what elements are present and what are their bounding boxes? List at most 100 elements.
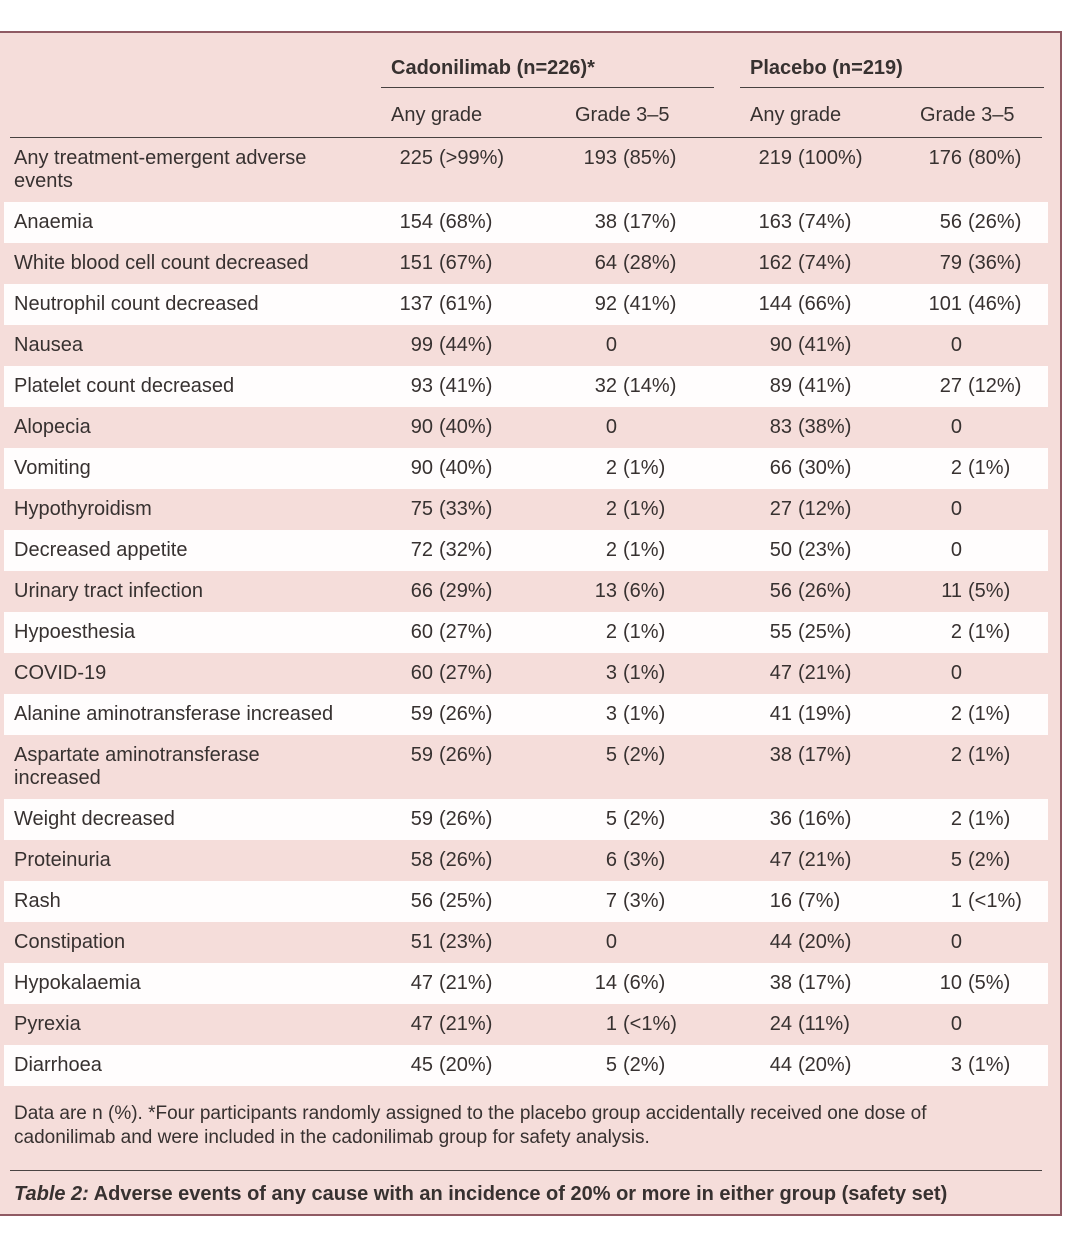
row-label: Diarrhoea [14,1054,102,1076]
count-value: 5 [605,808,617,830]
percent-value: (1%) [623,662,666,684]
row-value: 0 [910,498,1048,521]
percent-value: (5%) [968,580,1011,602]
row-value: 47 (21%) [740,662,910,685]
row-value: 55 (25%) [740,621,910,644]
row-value: 154 (68%) [381,211,565,234]
percent-value: (20%) [798,1054,852,1076]
row-label: White blood cell count decreased [14,252,309,274]
percent-value: (41%) [439,375,493,397]
percent-value: (7%) [798,890,841,912]
percent-value: (1%) [623,539,666,561]
row-value: 32 (14%) [565,375,740,398]
percent-value: (85%) [623,147,677,169]
count-value: 2 [950,808,962,830]
percent-value: (29%) [439,580,493,602]
table-row: Proteinuria 58 (26%) 6 (3%) 47 (21%) 5 (2%) [4,840,1048,881]
count-value: 66 [410,580,433,602]
row-value: 44 (20%) [740,1054,910,1077]
table-row: Urinary tract infection 66 (29%) 13 (6%) 56 (2… [4,571,1048,612]
row-value: 5 (2%) [565,808,740,831]
count-value: 2 [605,539,617,561]
table-caption: Table 2: Adverse events of any cause wit… [4,1171,1048,1206]
count-value: 89 [769,375,792,397]
percent-value: (30%) [798,457,852,479]
row-value: 193 (85%) [565,147,740,170]
row-value: 0 [565,334,740,357]
count-value: 1 [605,1013,617,1035]
percent-value: (27%) [439,662,493,684]
row-value: 176 (80%) [910,147,1048,170]
row-value: 90 (41%) [740,334,910,357]
count-value: 0 [950,498,962,520]
count-value: 47 [769,662,792,684]
row-value: 0 [910,1013,1048,1036]
percent-value: (2%) [968,849,1011,871]
row-label: Aspartate aminotransferase increased [14,744,260,789]
percent-value: (46%) [968,293,1022,315]
count-value: 90 [769,334,792,356]
table-row: Constipation 51 (23%) 0 44 (20%) 0 [4,922,1048,963]
group-header-placebo: Placebo (n=219) [740,57,1044,88]
count-value: 79 [939,252,962,274]
row-value: 1 (<1%) [565,1013,740,1036]
count-value: 3 [605,703,617,725]
count-value: 1 [950,890,962,912]
count-value: 193 [583,147,617,169]
count-value: 225 [399,147,433,169]
row-label: Any treatment-emergent adverse events [14,147,307,192]
group-header-cadonilimab: Cadonilimab (n=226)* [381,57,714,88]
percent-value: (1%) [968,621,1011,643]
subheader-any-grade-2: Any grade [750,104,842,126]
percent-value: (74%) [798,252,852,274]
row-value: 3 (1%) [910,1054,1048,1077]
count-value: 0 [950,1013,962,1035]
row-value: 13 (6%) [565,580,740,603]
count-value: 59 [410,808,433,830]
percent-value: (26%) [439,703,493,725]
row-value: 3 (1%) [565,662,740,685]
table-row: Neutrophil count decreased 137 (61%) 92 (41%… [4,284,1048,325]
row-label: Urinary tract infection [14,580,203,602]
count-value: 154 [399,211,433,233]
row-value: 2 (1%) [910,744,1048,767]
row-value: 45 (20%) [381,1054,565,1077]
count-value: 137 [399,293,433,315]
subheader-grade35-2: Grade 3–5 [920,104,1015,126]
count-value: 38 [594,211,617,233]
percent-value: (1%) [968,808,1011,830]
count-value: 59 [410,744,433,766]
row-value: 2 (1%) [910,808,1048,831]
panel-inner: Cadonilimab (n=226)* Placebo (n=219) Any… [0,33,1060,1206]
percent-value: (5%) [968,972,1011,994]
count-value: 59 [410,703,433,725]
count-value: 144 [758,293,792,315]
percent-value: (14%) [623,375,677,397]
row-value: 2 (1%) [910,621,1048,644]
row-label: Proteinuria [14,849,111,871]
row-label: Pyrexia [14,1013,81,1035]
row-value: 38 (17%) [565,211,740,234]
row-label: Hypothyroidism [14,498,152,520]
percent-value: (6%) [623,580,666,602]
percent-value: (21%) [798,849,852,871]
count-value: 5 [605,744,617,766]
row-value: 144 (66%) [740,293,910,316]
count-value: 176 [928,147,962,169]
count-value: 7 [605,890,617,912]
percent-value: (23%) [798,539,852,561]
count-value: 41 [769,703,792,725]
count-value: 72 [410,539,433,561]
row-value: 219 (100%) [740,147,910,170]
percent-value: (11%) [798,1013,850,1035]
row-value: 2 (1%) [565,539,740,562]
row-value: 59 (26%) [381,744,565,767]
percent-value: (<1%) [968,890,1022,912]
count-value: 0 [605,931,617,953]
percent-value: (25%) [439,890,493,912]
row-value: 0 [910,931,1048,954]
count-value: 162 [758,252,792,274]
count-value: 99 [410,334,433,356]
count-value: 10 [939,972,962,994]
row-value: 44 (20%) [740,931,910,954]
